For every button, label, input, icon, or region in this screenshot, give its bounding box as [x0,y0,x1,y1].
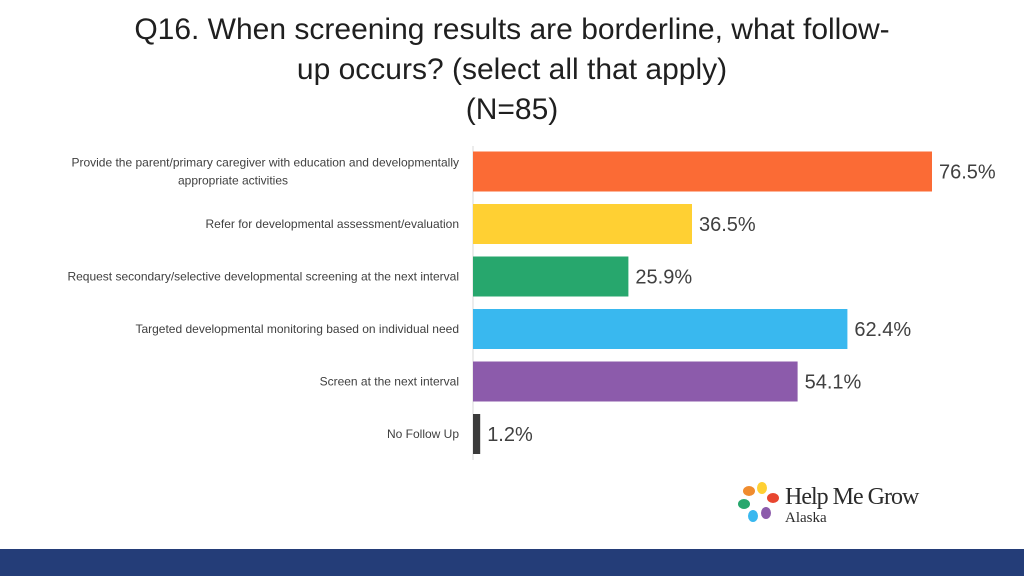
title-line-3: (N=85) [465,93,559,126]
category-label-1: Refer for developmental assessment/evalu… [206,217,459,231]
help-me-grow-logo: Help Me Grow Alaska [735,480,940,530]
chart-title: Q16. When screening results are borderli… [112,10,912,130]
data-label-2: 25.9% [635,267,692,289]
bar-0 [473,151,932,192]
category-label-0-line-0: Provide the parent/primary caregiver wit… [71,156,459,170]
category-label-0-line-1: appropriate activities [178,174,288,188]
bar-5 [473,414,481,454]
bar-2 [473,256,629,297]
data-label-1: 36.5% [699,214,756,236]
category-label-4: Screen at the next interval [320,375,459,389]
bar-3 [473,309,848,349]
category-label-3: Targeted developmental monitoring based … [135,322,459,336]
footer-bar [0,549,1024,576]
bar-chart: 76.5% Provide the parent/primary caregive… [67,146,996,460]
data-label-3: 62.4% [854,319,911,341]
data-label-0: 76.5% [939,162,996,184]
title-line-2: up occurs? (select all that apply) [296,53,728,86]
logo-subtitle: Alaska [785,510,827,526]
data-label-5: 1.2% [487,424,533,446]
category-label-2: Request secondary/selective developmenta… [67,270,459,284]
bar-1 [473,204,692,244]
logo-wordmark: Help Me Grow [785,484,919,510]
flower-logo-icon [738,482,779,522]
bar-4 [473,361,798,402]
category-label-5: No Follow Up [387,427,459,441]
title-line-1: Q16. When screening results are borderli… [134,13,890,46]
data-label-4: 54.1% [805,372,862,394]
